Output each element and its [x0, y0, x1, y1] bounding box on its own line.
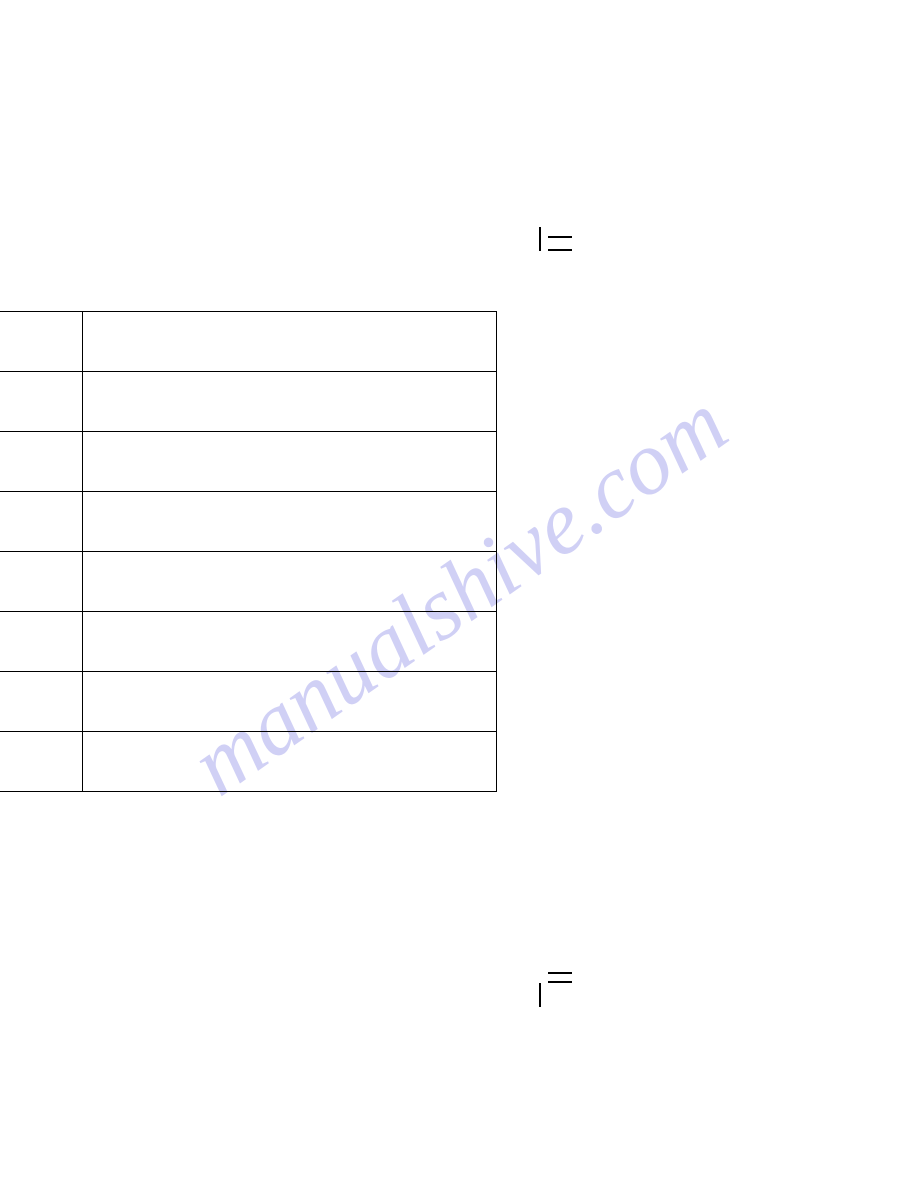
- table-cell: [0, 312, 83, 372]
- table-cell: [0, 552, 83, 612]
- data-table: [0, 311, 497, 792]
- table-cell: [83, 672, 497, 732]
- table-row: [0, 612, 497, 672]
- table-cell: [83, 372, 497, 432]
- table-cell: [83, 552, 497, 612]
- table-row: [0, 672, 497, 732]
- table-row: [0, 492, 497, 552]
- table-cell: [83, 492, 497, 552]
- table-cell: [83, 432, 497, 492]
- table-cell: [0, 432, 83, 492]
- table-cell: [0, 672, 83, 732]
- table-cell: [83, 312, 497, 372]
- table-row: [0, 432, 497, 492]
- crop-mark-top-icon: [530, 227, 574, 271]
- table-cell: [0, 732, 83, 792]
- table-row: [0, 372, 497, 432]
- crop-mark-bottom-icon: [530, 963, 574, 1007]
- table-cell: [83, 732, 497, 792]
- table-cell: [83, 612, 497, 672]
- table-row: [0, 312, 497, 372]
- data-table-container: [0, 311, 497, 792]
- table-cell: [0, 492, 83, 552]
- table-row: [0, 732, 497, 792]
- table-row: [0, 552, 497, 612]
- table-cell: [0, 372, 83, 432]
- table-cell: [0, 612, 83, 672]
